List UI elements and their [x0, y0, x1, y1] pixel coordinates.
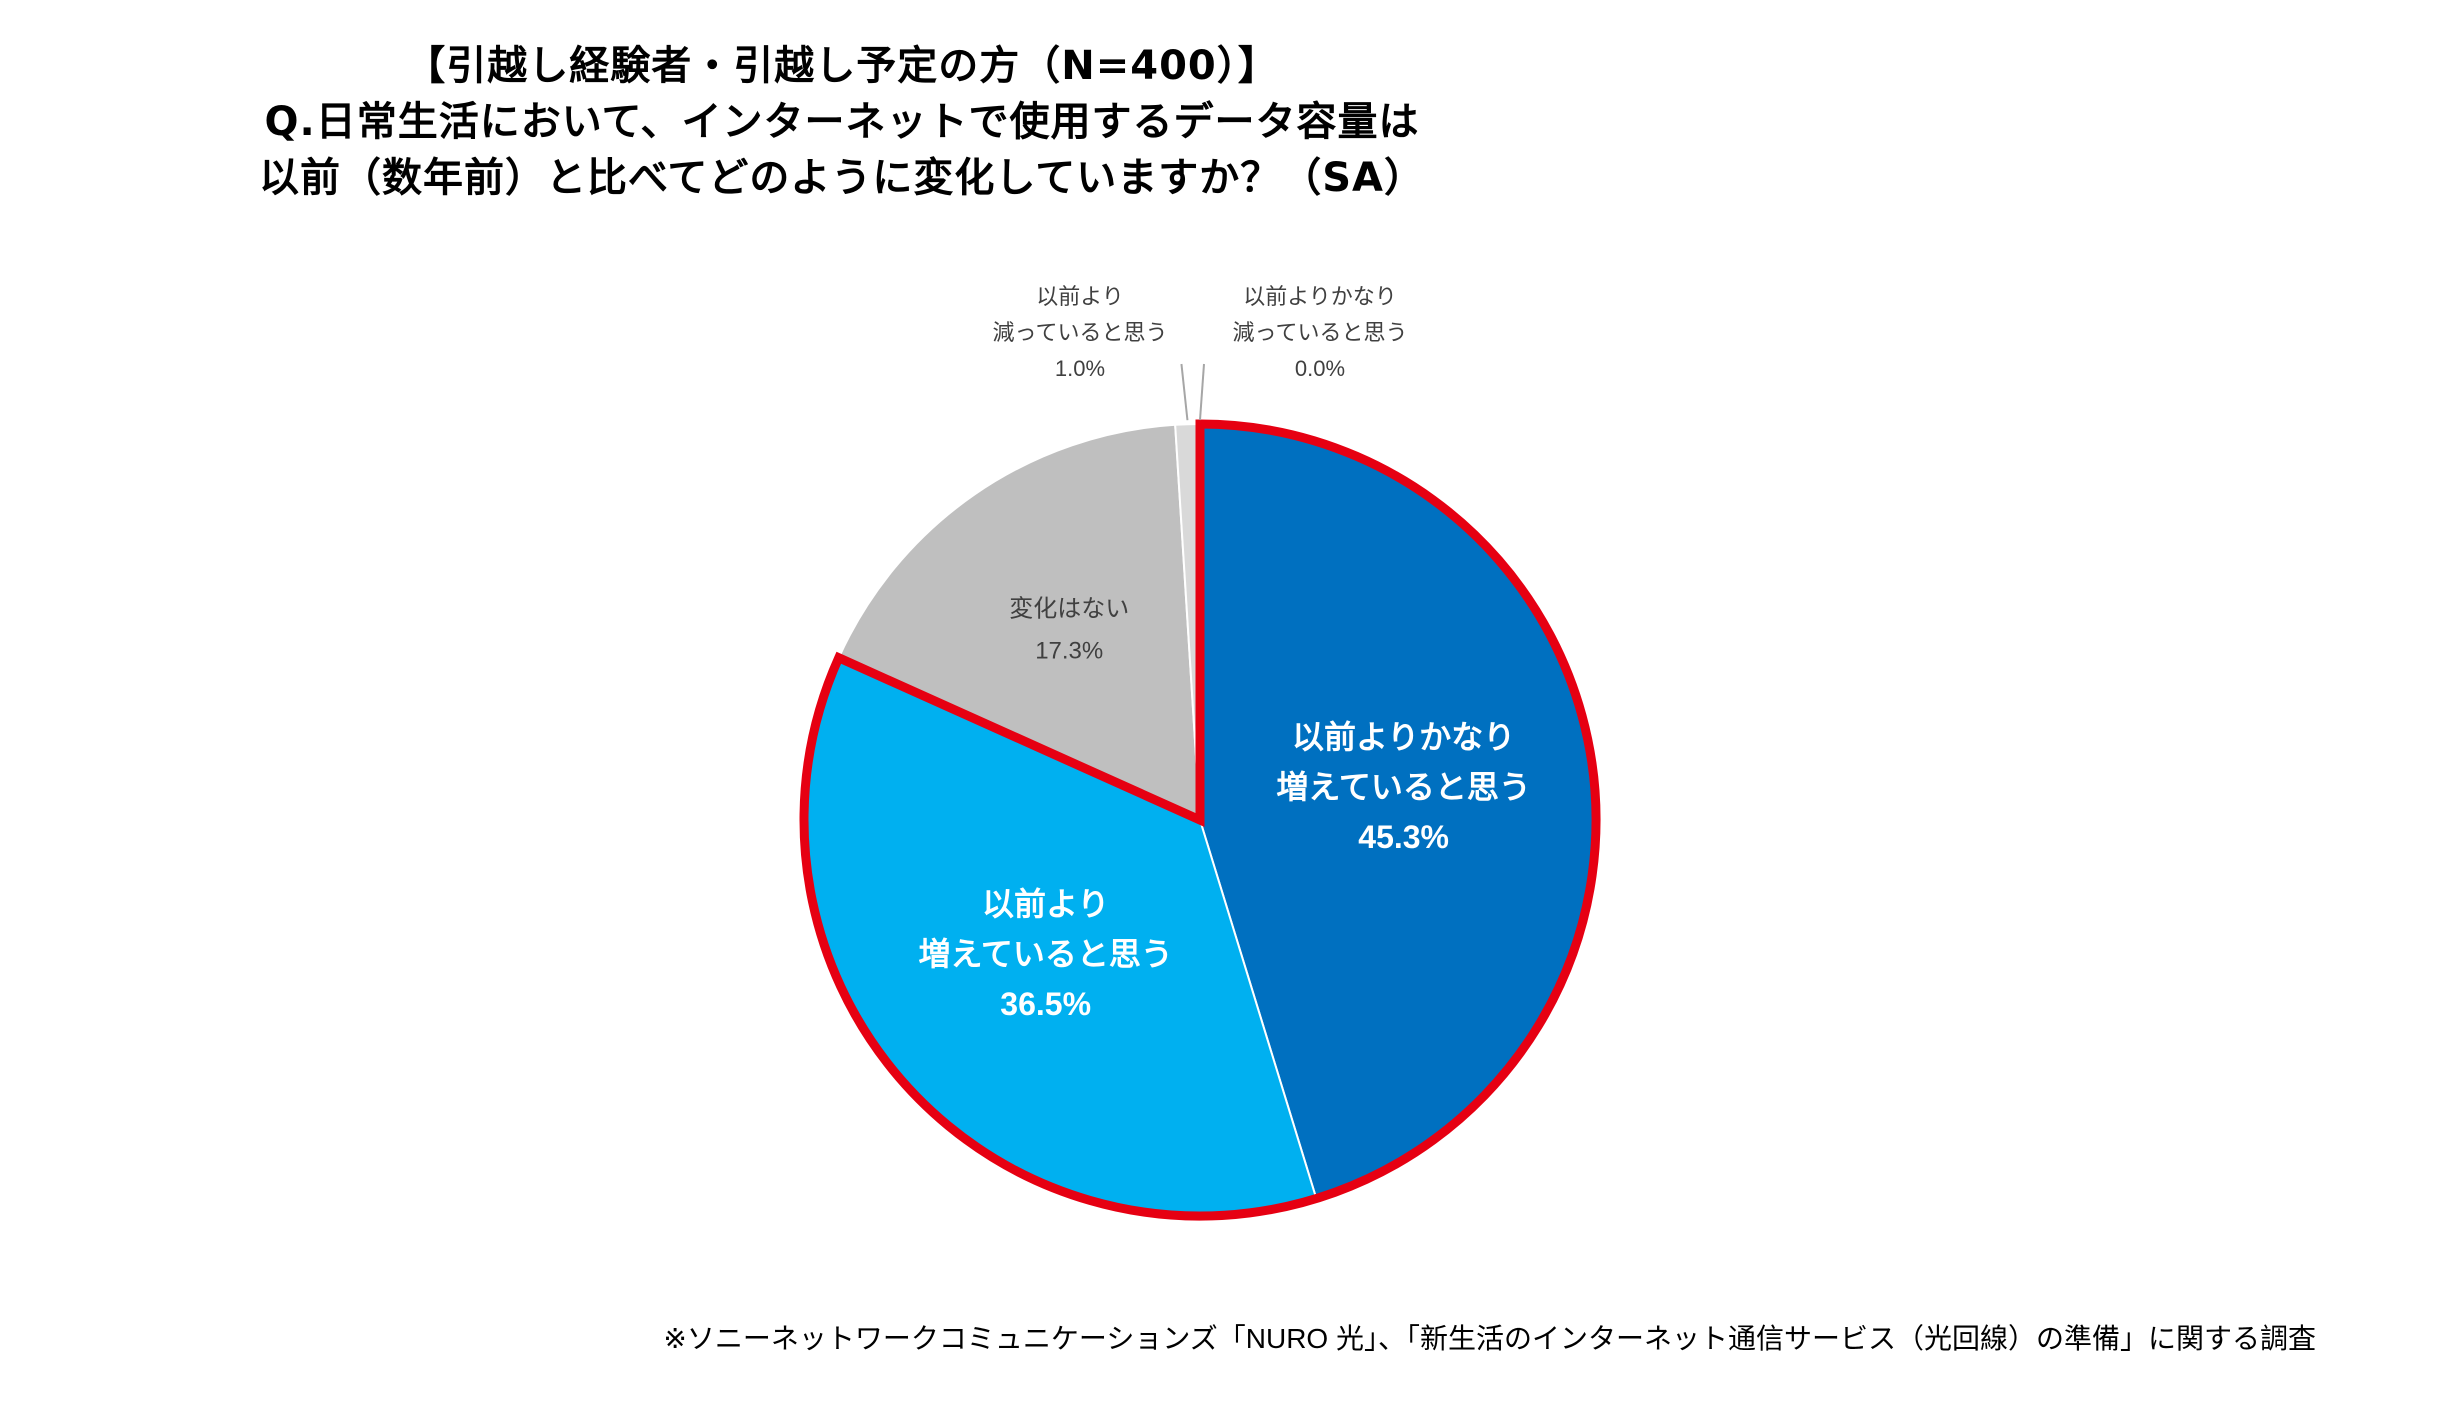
slice-category-label-1: 以前より	[982, 886, 1109, 922]
slice-label-2: 変化はない 17.3%	[1009, 596, 1129, 665]
title-line-2: Q.日常生活において、インターネットで使用するデータ容量は	[264, 99, 1420, 145]
slice-category-label-4: 以前よりかなり	[1243, 284, 1397, 309]
slice-value-label-1: 36.5%	[1000, 986, 1091, 1022]
title-line-3: 以前（数年前）と比べてどのように変化していますか？（SA）	[259, 155, 1425, 201]
slice-value-label-0: 45.3%	[1358, 819, 1449, 855]
highlight-outline-path	[799, 419, 1601, 1221]
slice-labels: 以前よりかなり増えていると思う45.3%以前より増えていると思う36.5%変化は…	[918, 284, 1530, 1022]
slice-value-label-2: 17.3%	[1035, 638, 1103, 665]
leader-line-3	[1180, 363, 1189, 421]
highlight-outline	[799, 419, 1601, 1221]
slice-category-label-3: 以前より	[1036, 284, 1124, 309]
slice-category-label-2: 変化はない	[1009, 596, 1129, 623]
slice-value-label-4: 0.0%	[1295, 356, 1345, 381]
pie-slice-2	[837, 423, 1202, 822]
leader-line-4	[1199, 363, 1205, 421]
leader-lines	[1180, 363, 1205, 421]
slice-category-label-3: 減っていると思う	[993, 320, 1168, 345]
source-footnote: ※ソニーネットワークコミュニケーションズ「NURO 光」、「新生活のインターネッ…	[663, 1323, 2316, 1354]
slice-category-label-0: 増えていると思う	[1276, 769, 1530, 805]
slice-value-label-3: 1.0%	[1055, 356, 1105, 381]
chart-title: 【引越し経験者・引越し予定の方（N=400）】 Q.日常生活において、インターネ…	[0, 38, 1684, 206]
slice-category-label-0: 以前よりかなり	[1292, 719, 1515, 755]
slice-category-label-4: 減っていると思う	[1233, 320, 1408, 345]
slice-category-label-1: 増えていると思う	[918, 936, 1172, 972]
title-line-1: 【引越し経験者・引越し予定の方（N=400）】	[405, 43, 1279, 89]
